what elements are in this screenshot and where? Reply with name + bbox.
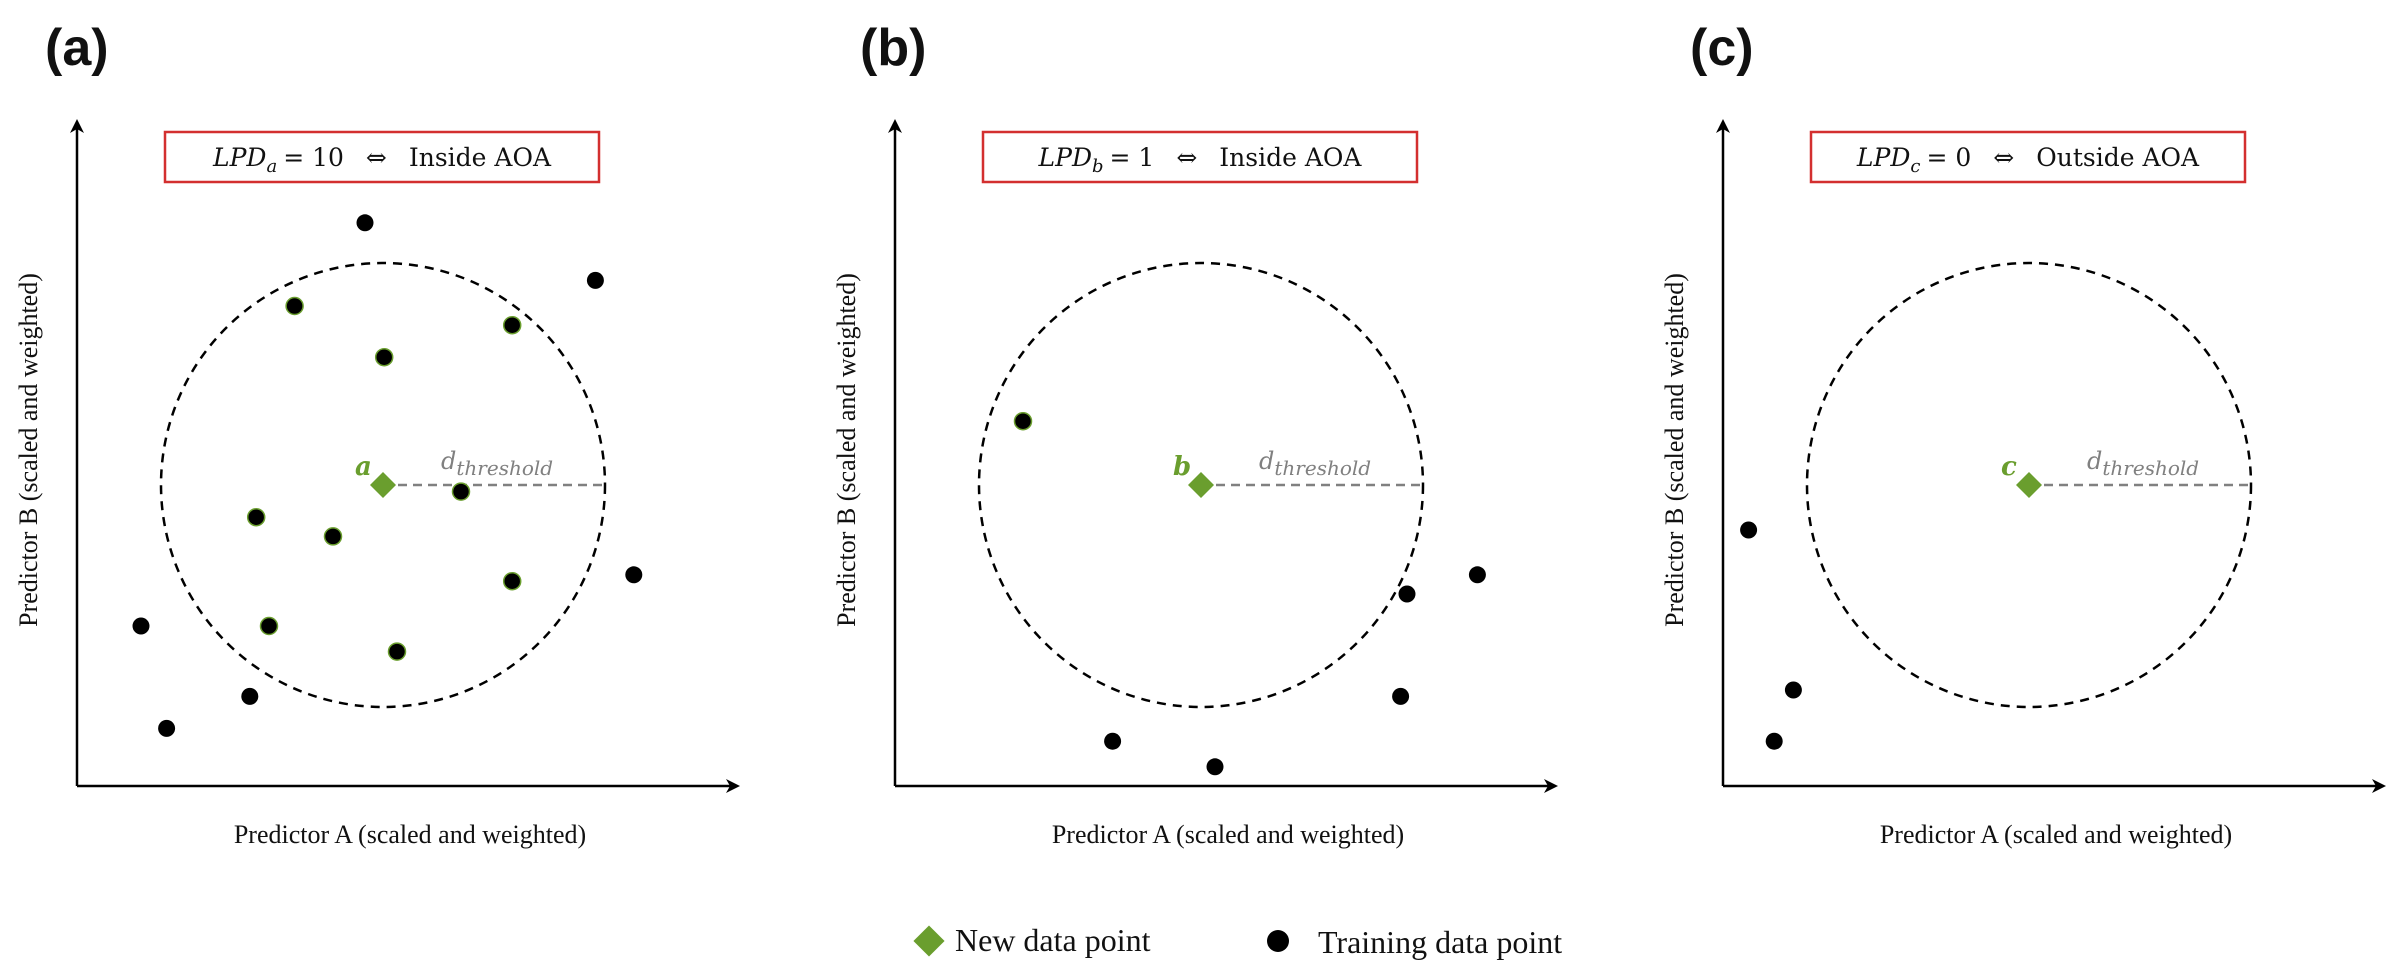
threshold-circle bbox=[159, 261, 607, 709]
training-data-point bbox=[1740, 521, 1758, 539]
training-data-point bbox=[285, 296, 304, 316]
new-data-point-icon bbox=[913, 925, 945, 957]
lpd-status-text: LPDb = 1 ⇔ Inside AOA bbox=[1038, 143, 1363, 177]
training-data-point bbox=[1392, 687, 1410, 705]
legend-training-data-point: Training data point bbox=[1318, 924, 1562, 960]
panel-a: (a) Predictor A (scaled and weighted) Pred… bbox=[14, 19, 740, 849]
training-data-point bbox=[451, 482, 471, 501]
training-data-point bbox=[502, 315, 522, 335]
new-data-point-label: b bbox=[1173, 452, 1191, 482]
lpd-status-text: LPDa = 10 ⇔ Inside AOA bbox=[212, 143, 552, 177]
x-axis-title: Predictor A (scaled and weighted) bbox=[1880, 820, 2232, 849]
training-data-point bbox=[625, 566, 643, 584]
x-axis-title: Predictor A (scaled and weighted) bbox=[234, 820, 586, 849]
new-data-point-label: a bbox=[355, 452, 372, 482]
legend-new-data-point: New data point bbox=[955, 922, 1151, 958]
training-data-point bbox=[586, 271, 604, 289]
training-data-point bbox=[1765, 732, 1783, 750]
lpd-status-text: LPDc = 0 ⇔ Outside AOA bbox=[1856, 143, 2200, 177]
new-data-point-label: c bbox=[2001, 452, 2017, 482]
panel-label: (c) bbox=[1690, 19, 1754, 77]
panel-b: (b) Predictor A (scaled and weighted) Pred… bbox=[832, 19, 1558, 849]
panel-label: (a) bbox=[45, 19, 109, 77]
panel-c: (c) Predictor A (scaled and weighted) Pred… bbox=[1660, 19, 2386, 849]
threshold-label: dthreshold bbox=[2087, 447, 2199, 480]
threshold-circle bbox=[1805, 261, 2253, 709]
training-data-point bbox=[1784, 681, 1802, 699]
training-data-point bbox=[374, 347, 394, 367]
training-data-point bbox=[1398, 585, 1416, 603]
training-data-point bbox=[241, 687, 259, 705]
training-data-point bbox=[132, 617, 150, 635]
training-data-point bbox=[387, 642, 407, 661]
threshold-label: dthreshold bbox=[441, 447, 553, 480]
y-axis-title: Predictor B (scaled and weighted) bbox=[1660, 273, 1689, 627]
training-data-point bbox=[323, 527, 343, 546]
training-data-point bbox=[1206, 758, 1224, 776]
training-data-point bbox=[1104, 732, 1122, 750]
training-data-point bbox=[158, 719, 176, 737]
new-data-point bbox=[370, 472, 396, 498]
lpd-status-box: LPDc = 0 ⇔ Outside AOA bbox=[1809, 130, 2247, 184]
panel-label: (b) bbox=[860, 19, 926, 77]
training-data-point bbox=[1013, 411, 1033, 431]
training-data-point bbox=[259, 616, 279, 636]
new-data-point bbox=[2016, 472, 2042, 498]
training-data-point bbox=[502, 571, 522, 591]
lpd-status-box: LPDa = 10 ⇔ Inside AOA bbox=[163, 130, 601, 184]
training-data-point bbox=[1468, 566, 1486, 584]
legend: New data point Training data point bbox=[913, 922, 1562, 960]
training-data-point bbox=[356, 214, 374, 232]
lpd-status-box: LPDb = 1 ⇔ Inside AOA bbox=[981, 130, 1419, 184]
training-data-point-icon bbox=[1267, 930, 1289, 952]
x-axis-title: Predictor A (scaled and weighted) bbox=[1052, 820, 1404, 849]
threshold-label: dthreshold bbox=[1259, 447, 1371, 480]
y-axis-title: Predictor B (scaled and weighted) bbox=[832, 273, 861, 627]
training-data-point bbox=[246, 507, 266, 527]
threshold-circle bbox=[977, 261, 1425, 709]
y-axis-title: Predictor B (scaled and weighted) bbox=[14, 273, 43, 627]
new-data-point bbox=[1188, 472, 1214, 498]
